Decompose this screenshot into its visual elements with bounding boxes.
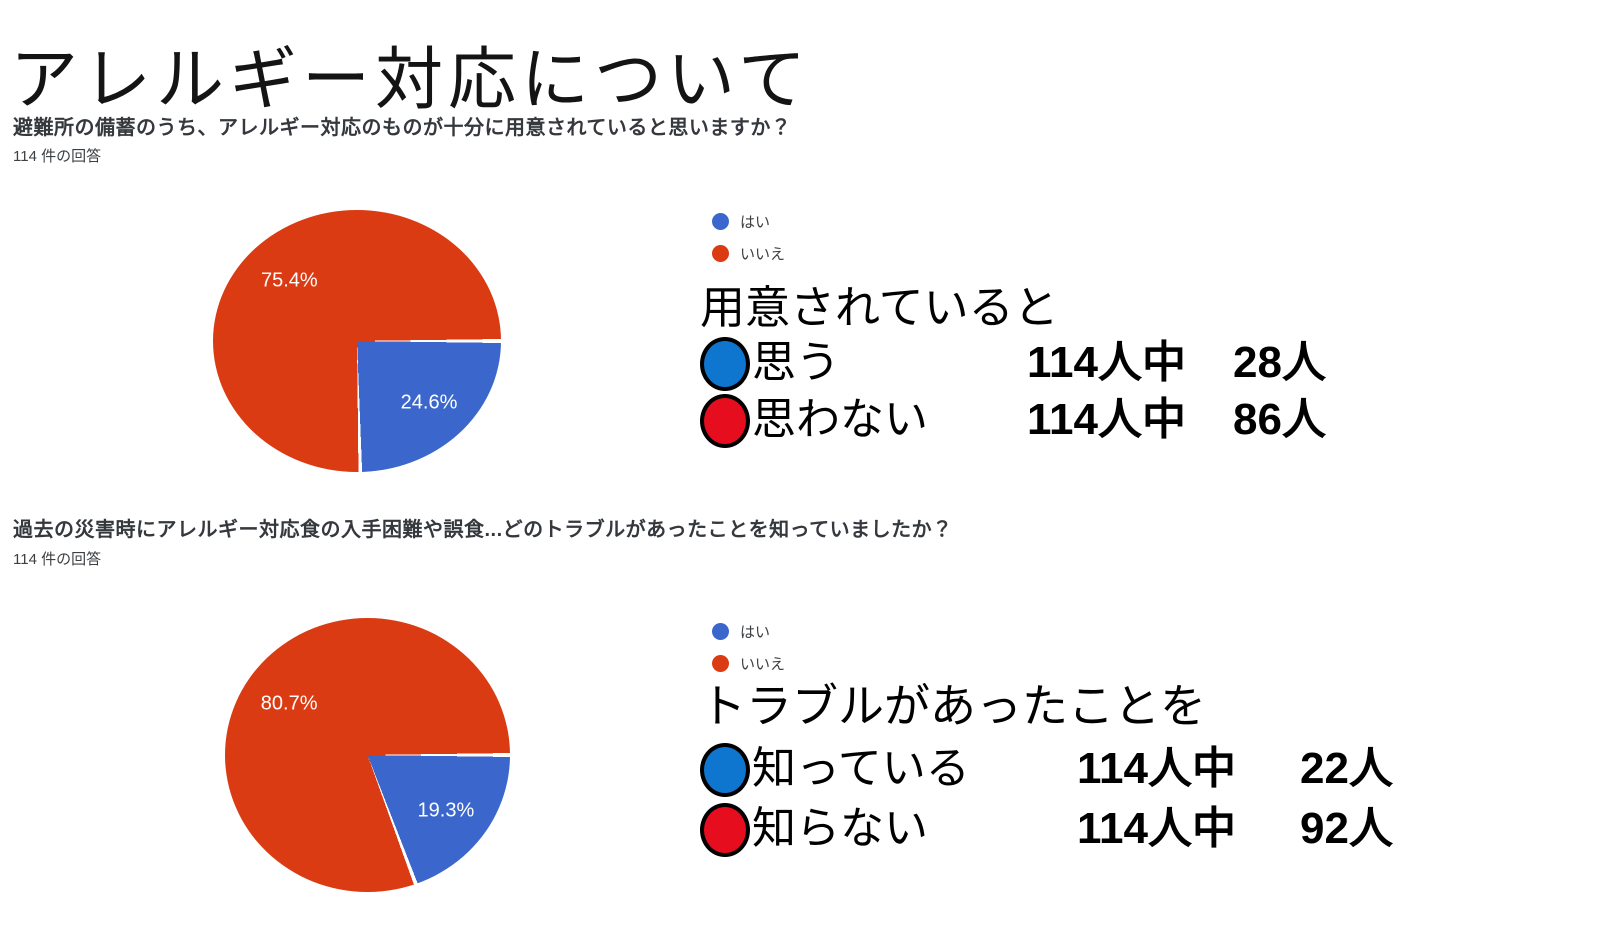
legend-2: はい いいえ xyxy=(712,621,785,674)
answer-label: 思う xyxy=(752,338,840,387)
legend-2-item-no: いいえ xyxy=(712,653,785,674)
pie-chart-1: 75.4% 24.6% xyxy=(213,210,501,472)
question-2-text: 過去の災害時にアレルギー対応食の入手困難や誤食...どのトラブルがあったことを知… xyxy=(13,519,953,541)
summary-row: 知っている 114人中 22人 xyxy=(700,743,1420,803)
summary-2-rows: 知っている 114人中 22人 知らない 114人中 92人 xyxy=(700,743,1420,863)
summary-2-heading: トラブルがあったことを xyxy=(700,680,1206,732)
legend-2-label-yes: はい xyxy=(740,624,771,641)
answer-count: 86人 xyxy=(1233,395,1326,444)
legend-dot-blue-icon xyxy=(712,623,729,640)
summary-row: 思う 114人中 28人 xyxy=(700,337,1420,394)
question-1-text: 避難所の備蓄のうち、アレルギー対応のものが十分に用意されていると思いますか？ xyxy=(13,117,792,139)
answer-denominator: 114人中 xyxy=(1077,744,1236,793)
legend-1: はい いいえ xyxy=(712,211,785,264)
summary-1-rows: 思う 114人中 28人 思わない 114人中 86人 xyxy=(700,337,1420,451)
summary-row: 知らない 114人中 92人 xyxy=(700,803,1420,863)
legend-1-label-no: いいえ xyxy=(740,246,786,263)
answer-marker-blue-icon xyxy=(700,337,750,391)
legend-dot-red-icon xyxy=(712,655,729,672)
legend-dot-blue-icon xyxy=(712,213,729,230)
answer-denominator: 114人中 xyxy=(1077,804,1236,853)
legend-dot-red-icon xyxy=(712,245,729,262)
question-1-response-count: 114 件の回答 xyxy=(13,148,102,165)
question-2-response-count: 114 件の回答 xyxy=(13,551,102,568)
page-title: アレルギー対応について xyxy=(10,41,811,118)
answer-marker-red-icon xyxy=(700,394,750,448)
summary-1-heading: 用意されていると xyxy=(700,282,1059,333)
legend-1-item-no: いいえ xyxy=(712,243,785,264)
answer-count: 22人 xyxy=(1300,744,1393,793)
answer-count: 92人 xyxy=(1300,804,1393,853)
pie-1-slice-label-yes: 24.6% xyxy=(400,391,458,414)
answer-denominator: 114人中 xyxy=(1027,338,1186,387)
pie-2-slice-label-yes: 19.3% xyxy=(417,799,475,822)
legend-1-label-yes: はい xyxy=(740,214,771,231)
pie-1-slice-label-no: 75.4% xyxy=(260,269,318,292)
answer-label: 知っている xyxy=(752,744,970,793)
answer-count: 28人 xyxy=(1233,338,1326,387)
answer-marker-blue-icon xyxy=(700,743,750,797)
legend-1-item-yes: はい xyxy=(712,211,785,232)
answer-marker-red-icon xyxy=(700,803,750,857)
summary-row: 思わない 114人中 86人 xyxy=(700,394,1420,451)
pie-chart-2: 80.7% 19.3% xyxy=(225,618,510,892)
legend-2-label-no: いいえ xyxy=(740,656,786,673)
answer-label: 思わない xyxy=(752,395,928,444)
answer-label: 知らない xyxy=(752,804,928,853)
pie-2-slice-label-no: 80.7% xyxy=(260,692,318,715)
legend-2-item-yes: はい xyxy=(712,621,785,642)
answer-denominator: 114人中 xyxy=(1027,395,1186,444)
